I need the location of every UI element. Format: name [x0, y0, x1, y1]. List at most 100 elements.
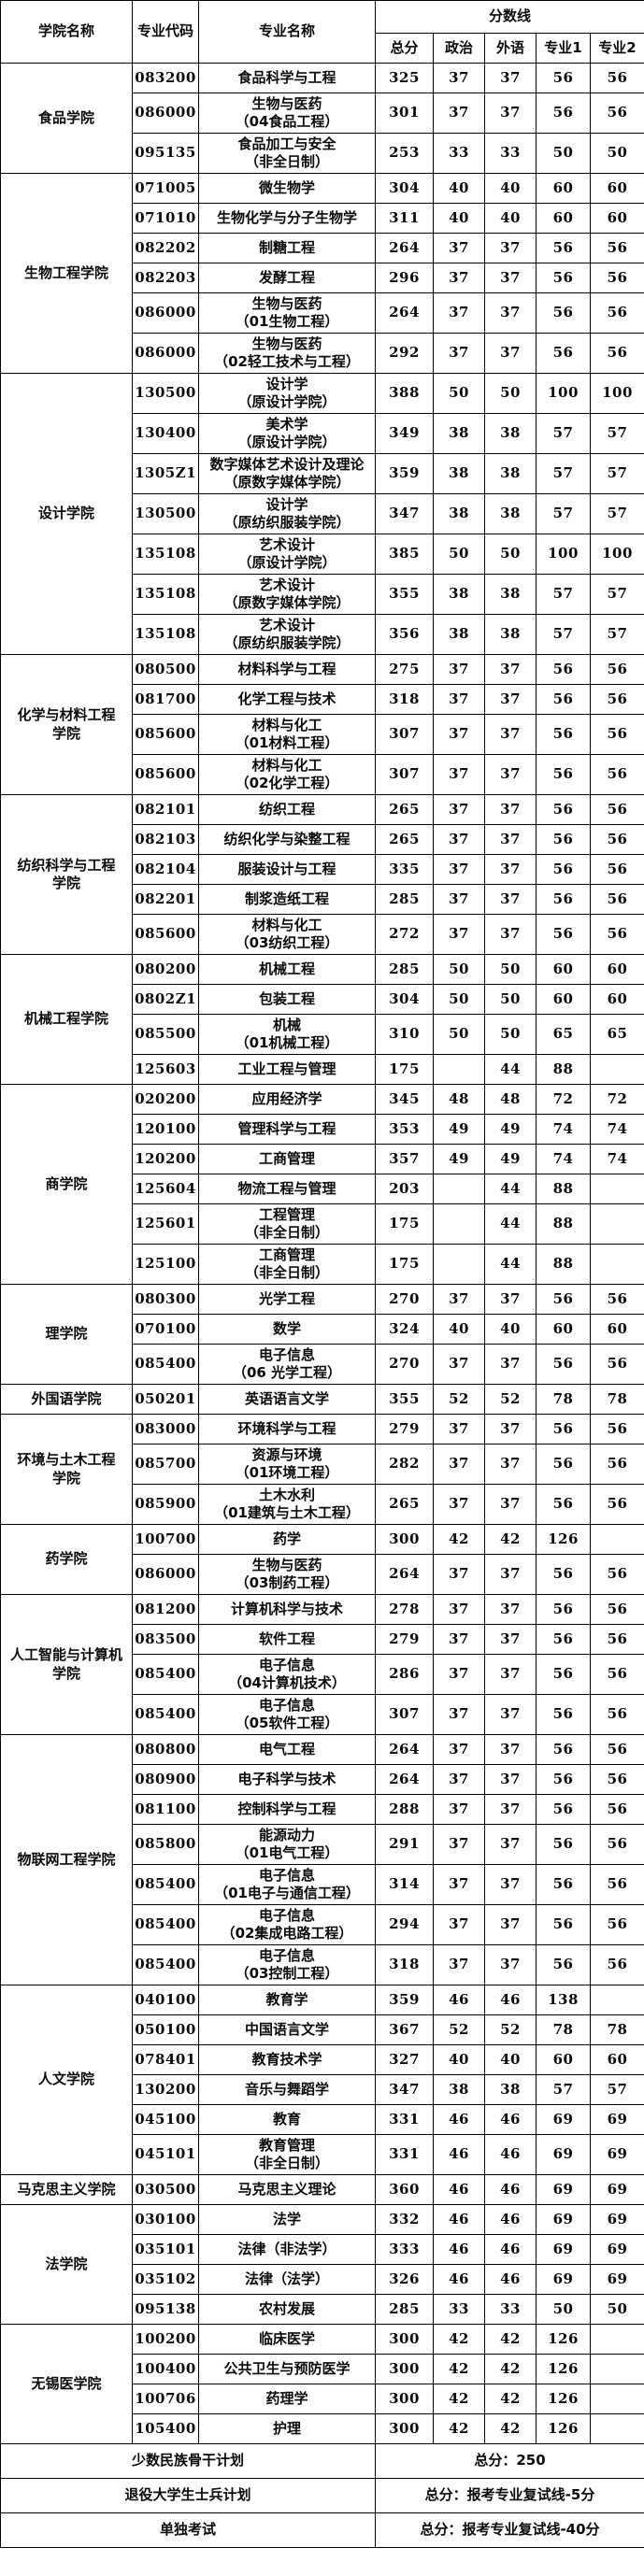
table-row: 马克思主义学院 030500 马克思主义理论 360 46 46 69 69: [0, 2174, 644, 2205]
score-cell: 60: [589, 1314, 644, 1345]
score-cell: 69: [536, 2174, 591, 2205]
major-name-cell: 电子信息 （06 光学工程）: [198, 1344, 376, 1385]
score-cell: 74: [536, 1144, 591, 1174]
score-cell: 37: [484, 1654, 537, 1695]
college-name-cell: 法学院: [0, 2204, 133, 2325]
score-cell: 37: [484, 714, 537, 755]
score-cell: 78: [536, 2014, 591, 2045]
score-cell: 56: [589, 1864, 644, 1905]
table-row: 045101 教育管理 （非全日制） 331 46 46 69 69: [1, 2134, 644, 2175]
score-cell: 300: [375, 2384, 434, 2414]
major-name-cell: 微生物学: [198, 173, 376, 204]
major-name-cell: 美术学 （原设计学院）: [198, 413, 376, 454]
table-row: 085400 电子信息 （05软件工程） 307 37 37 56 56: [1, 1694, 644, 1735]
score-cell: 69: [589, 2134, 644, 2175]
major-name-cell: 制浆造纸工程: [198, 884, 376, 915]
major-name-cell: 法学: [198, 2204, 376, 2235]
college-name-cell: 药学院: [0, 1524, 133, 1595]
score-cell: 46: [433, 2204, 485, 2235]
table-row: 0802Z1 包装工程 304 50 50 60 60: [1, 984, 644, 1015]
table-row: 120200 工商管理 357 49 49 74 74: [1, 1144, 644, 1174]
score-cell: 272: [375, 914, 434, 955]
major-code-cell: 030500: [132, 2174, 199, 2205]
score-cell: 56: [589, 263, 644, 293]
major-code-cell: 045100: [132, 2104, 199, 2135]
score-cell: 33: [484, 2294, 537, 2325]
score-cell: 44: [484, 1203, 537, 1245]
major-name-cell: 工业工程与管理: [198, 1054, 376, 1085]
score-cell: 78: [589, 1384, 644, 1415]
score-cell: 52: [433, 2014, 485, 2045]
score-cell: 56: [536, 292, 591, 334]
score-cell: 49: [484, 1114, 537, 1145]
score-cell: 42: [433, 2354, 485, 2384]
score-cell: 56: [536, 1764, 591, 1795]
score-cell: 42: [433, 2384, 485, 2414]
table-row: 化学与材料工程 学院 080500 材料科学与工程 275 37 37 56 56: [0, 654, 644, 795]
score-cell: 37: [484, 292, 537, 334]
score-cell: 264: [375, 1764, 434, 1795]
score-cell: 56: [536, 1414, 591, 1445]
score-cell: 37: [484, 1554, 537, 1595]
major-name-cell: 纺织工程: [198, 794, 376, 825]
footer-value: 总分：报考专业复试线-5分: [374, 2478, 644, 2513]
major-code-cell: 080300: [132, 1284, 199, 1315]
table-row: 085600 材料与化工 （02化学工程） 307 37 37 56 56: [1, 754, 644, 795]
major-name-cell: 马克思主义理论: [198, 2174, 376, 2205]
score-cell: 314: [375, 1864, 434, 1905]
score-cell: [589, 2324, 644, 2355]
table-row: 085800 能源动力 （01电气工程） 291 37 37 56 56: [1, 1824, 644, 1865]
score-cell: 38: [484, 493, 537, 534]
score-cell: 37: [433, 1554, 485, 1595]
score-cell: 292: [375, 333, 434, 374]
score-cell: 56: [589, 1904, 644, 1945]
major-code-cell: 082101: [132, 794, 199, 825]
score-cell: 50: [589, 133, 644, 174]
score-cell: 37: [433, 1624, 485, 1655]
major-code-cell: 086000: [132, 1554, 199, 1595]
major-name-cell: 教育技术学: [198, 2044, 376, 2075]
score-cell: 37: [433, 794, 485, 825]
score-cell: 367: [375, 2014, 434, 2045]
score-cell: 40: [433, 173, 485, 204]
score-cell: 37: [484, 794, 537, 825]
score-cell: 304: [375, 984, 434, 1015]
score-cell: 37: [433, 884, 485, 915]
score-cell: 46: [433, 2174, 485, 2205]
college-name-cell: 理学院: [0, 1284, 133, 1385]
table-row: 环境与土木工程 学院 083000 环境科学与工程 279 37 37 56 56: [0, 1414, 644, 1525]
score-cell: 37: [433, 684, 485, 715]
score-cell: 56: [589, 1554, 644, 1595]
score-cell: 37: [484, 1904, 537, 1945]
score-cell: 56: [589, 684, 644, 715]
score-cell: 38: [433, 574, 485, 615]
major-code-cell: 095138: [132, 2294, 199, 2325]
score-cell: 56: [536, 1864, 591, 1905]
major-code-cell: 085600: [132, 714, 199, 755]
score-cell: 33: [433, 133, 485, 174]
major-name-cell: 电子信息 （02集成电路工程）: [198, 1904, 376, 1945]
score-cell: 56: [536, 1654, 591, 1695]
score-cell: 37: [484, 684, 537, 715]
table-header: 学院名称 专业代码 专业名称 分数线 总分 政治 外语 专业1 专业2: [0, 0, 644, 64]
score-cell: 44: [484, 1244, 537, 1285]
score-cell: 310: [375, 1014, 434, 1055]
major-name-cell: 电子信息 （01电子与通信工程）: [198, 1864, 376, 1905]
score-cell: 360: [375, 2174, 434, 2205]
major-code-cell: 081100: [132, 1794, 199, 1825]
major-name-cell: 物流工程与管理: [198, 1174, 376, 1204]
score-cell: 56: [536, 263, 591, 293]
score-cell: 300: [375, 2354, 434, 2384]
major-code-cell: 080800: [132, 1734, 199, 1765]
score-cell: 38: [484, 614, 537, 655]
score-cell: 56: [589, 1764, 644, 1795]
score-cell: 56: [589, 1734, 644, 1765]
score-cell: 60: [536, 2044, 591, 2075]
score-cell: 40: [433, 1314, 485, 1345]
table-row: 外国语学院 050201 英语语言文学 355 52 52 78 78: [0, 1384, 644, 1415]
score-cell: 42: [484, 2324, 537, 2355]
score-cell: 57: [536, 453, 591, 494]
score-cell: 50: [433, 954, 485, 985]
major-code-cell: 071005: [132, 173, 199, 204]
score-cell: 300: [375, 2413, 434, 2444]
